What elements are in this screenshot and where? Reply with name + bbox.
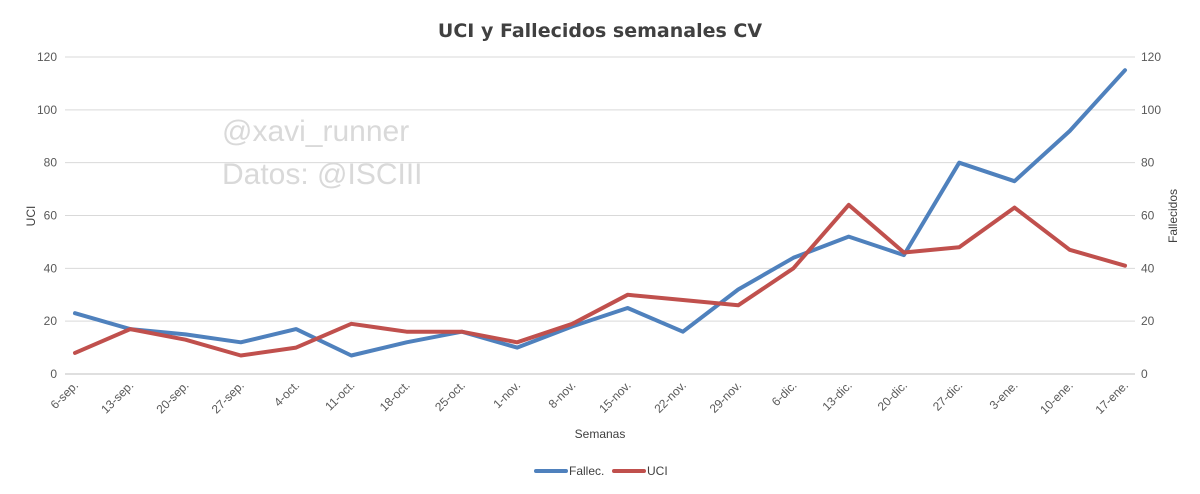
- x-tick-label: 4-oct.: [271, 378, 302, 409]
- x-axis-ticks: 6-sep. 13-sep. 20-sep. 27-sep. 4-oct. 11-oct.…: [48, 378, 1131, 417]
- series-line-uci: [73, 202, 1127, 358]
- x-tick-label: 3-ene.: [987, 378, 1021, 412]
- x-tick-label: 18-oct.: [377, 378, 413, 414]
- y-tick-label-left: 120: [37, 50, 57, 64]
- x-tick-label: 27-sep.: [209, 378, 247, 416]
- x-tick-label: 20-sep.: [153, 378, 191, 416]
- series-lines: [73, 68, 1127, 358]
- y-tick-label-right: 40: [1141, 261, 1155, 275]
- watermark-source: Datos: @ISCIII: [222, 158, 423, 191]
- legend-label-uci: UCI: [647, 464, 668, 478]
- y-tick-label-right: 100: [1141, 103, 1161, 117]
- chart-title: UCI y Fallecidos semanales CV: [438, 20, 762, 42]
- x-tick-label: 20-dic.: [875, 378, 910, 413]
- legend: Fallec. UCI: [534, 464, 668, 478]
- x-tick-label: 29-nov.: [707, 378, 745, 416]
- x-tick-label: 13-sep.: [98, 378, 136, 416]
- x-tick-label: 15-nov.: [596, 378, 634, 416]
- x-tick-label: 1-nov.: [490, 378, 523, 411]
- x-tick-label: 17-ene.: [1092, 378, 1131, 417]
- y-tick-label-left: 40: [44, 261, 58, 275]
- x-tick-label: 11-oct.: [322, 378, 357, 413]
- y-tick-label-left: 60: [44, 209, 58, 223]
- gridlines: [65, 56, 1135, 375]
- y-axis-right-ticks: 0 20 40 60 80 100 120: [1141, 50, 1161, 381]
- y-tick-label-left: 0: [50, 367, 57, 381]
- x-tick-label: 27-dic.: [930, 378, 965, 413]
- x-tick-label: 13-dic.: [819, 378, 854, 413]
- x-tick-label: 10-ene.: [1037, 378, 1076, 417]
- x-tick-label: 6-sep.: [48, 378, 81, 411]
- x-tick-label: 25-oct.: [432, 378, 468, 414]
- x-axis-title: Semanas: [575, 427, 626, 441]
- y-tick-label-right: 20: [1141, 314, 1155, 328]
- y-axis-left-ticks: 0 20 40 60 80 100 120: [37, 50, 57, 381]
- y-tick-label-right: 0: [1141, 367, 1148, 381]
- y-tick-label-left: 20: [44, 314, 58, 328]
- y-axis-left-title: UCI: [24, 206, 38, 227]
- x-tick-label: 22-nov.: [651, 378, 689, 416]
- series-line-fallec: [73, 68, 1127, 358]
- y-tick-label-left: 100: [37, 103, 57, 117]
- x-tick-label: 6-dic.: [769, 378, 800, 409]
- x-tick-label: 8-nov.: [546, 378, 579, 411]
- y-tick-label-left: 80: [44, 156, 58, 170]
- y-tick-label-right: 120: [1141, 50, 1161, 64]
- y-tick-label-right: 60: [1141, 209, 1155, 223]
- y-axis-right-title: Fallecidos: [1166, 189, 1180, 243]
- y-tick-label-right: 80: [1141, 156, 1155, 170]
- legend-label-fallec: Fallec.: [569, 464, 604, 478]
- watermark-handle: @xavi_runner: [222, 115, 409, 148]
